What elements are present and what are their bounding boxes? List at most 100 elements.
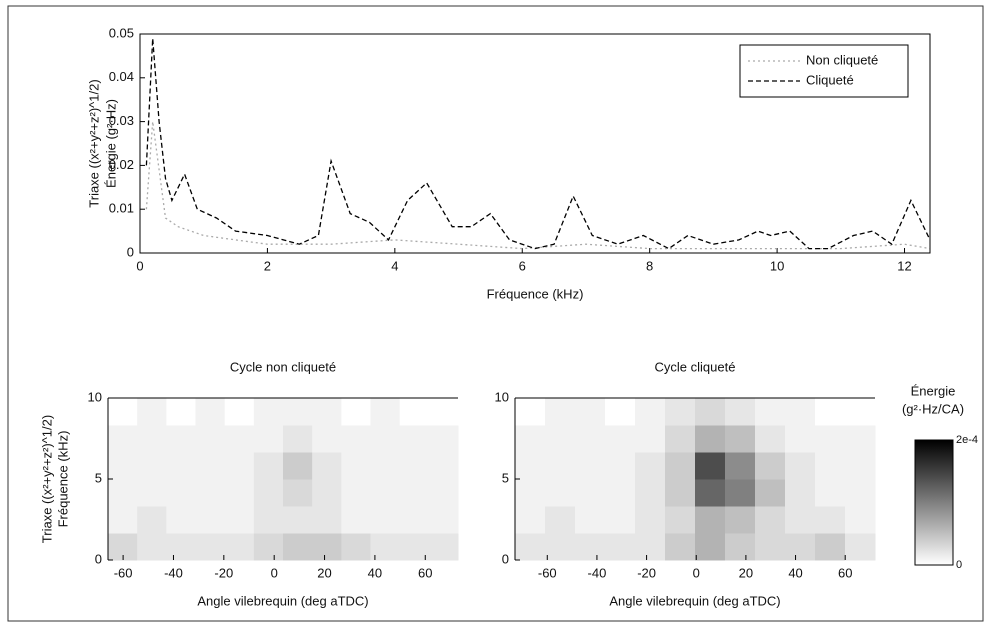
- heatmap-cell: [283, 479, 313, 507]
- heatmap-cell: [283, 398, 313, 426]
- heatmap-cell: [166, 506, 196, 534]
- x-tick-label: 20: [739, 565, 753, 580]
- heatmap-cell: [283, 533, 313, 561]
- heatmap-cell: [370, 398, 401, 426]
- heatmap-cell: [399, 533, 430, 561]
- y-axis-label: Triaxe ((x²+y²+z²)^1/2): [39, 415, 54, 543]
- heatmap-cell: [224, 398, 255, 426]
- x-tick-label: 12: [897, 258, 911, 273]
- chart-title: Cycle non cliqueté: [230, 359, 336, 374]
- heatmap-cell: [665, 533, 696, 561]
- heatmap-cell: [428, 398, 459, 426]
- heatmap-cell: [545, 425, 576, 453]
- heatmap-cell: [108, 398, 138, 426]
- colorbar-title: (g²·Hz/CA): [902, 401, 964, 416]
- heatmap-cell: [815, 479, 846, 507]
- heatmap-cell: [428, 479, 459, 507]
- x-tick-label: -40: [588, 565, 607, 580]
- heatmap-cell: [137, 452, 167, 480]
- heatmap-cell: [166, 425, 196, 453]
- heatmap-cell: [605, 452, 636, 480]
- heatmap-cell: [224, 533, 255, 561]
- heatmap-cell: [137, 398, 167, 426]
- heatmap-cell: [725, 533, 756, 561]
- heatmap-cell: [545, 533, 576, 561]
- heatmap-cell: [815, 398, 846, 426]
- heatmap-cell: [224, 425, 255, 453]
- chart-title: Cycle cliqueté: [655, 359, 736, 374]
- heatmap-cell: [665, 506, 696, 534]
- heatmap-cell: [785, 398, 816, 426]
- heatmap-cell: [815, 506, 846, 534]
- heatmap-cell: [605, 398, 636, 426]
- heatmap-cell: [253, 506, 284, 534]
- heatmap-cell: [845, 506, 876, 534]
- colorbar-tick-label: 2e-4: [956, 434, 978, 446]
- heatmap-cell: [755, 479, 786, 507]
- heatmap-cell: [665, 425, 696, 453]
- heatmap-cell: [253, 452, 284, 480]
- y-tick-label: 0.01: [109, 201, 134, 216]
- heatmap-cell: [635, 398, 666, 426]
- heatmap-cell: [195, 533, 226, 561]
- heatmap-cell: [575, 533, 606, 561]
- y-tick-label: 0: [502, 551, 509, 566]
- heatmap-cell: [341, 452, 371, 480]
- heatmap-cell: [695, 425, 726, 453]
- heatmap-cell: [108, 479, 138, 507]
- heatmap-cell: [370, 452, 401, 480]
- heatmap-cell: [341, 506, 371, 534]
- heatmap-cell: [283, 425, 313, 453]
- heatmap-cell: [695, 452, 726, 480]
- heatmap-cell: [635, 452, 666, 480]
- heatmap-cell: [695, 479, 726, 507]
- heatmap-cell: [695, 506, 726, 534]
- heatmap-cell: [283, 506, 313, 534]
- heatmap-cell: [545, 398, 576, 426]
- heatmap-cell: [370, 506, 401, 534]
- x-tick-label: 60: [418, 565, 432, 580]
- heatmap-cell: [399, 425, 430, 453]
- heatmap-cell: [545, 506, 576, 534]
- heatmap-cell: [845, 425, 876, 453]
- heatmap-cell: [312, 506, 342, 534]
- x-tick-label: 20: [317, 565, 331, 580]
- heatmap-cell: [575, 398, 606, 426]
- x-tick-label: 0: [271, 565, 278, 580]
- y-axis-label: Triaxe ((x²+y²+z²)^1/2): [86, 79, 101, 207]
- heatmap-cell: [195, 479, 226, 507]
- heatmap-cell: [665, 479, 696, 507]
- y-tick-label: 0: [95, 551, 102, 566]
- x-axis-label: Angle vilebrequin (deg aTDC): [197, 593, 368, 608]
- heatmap-cell: [515, 425, 546, 453]
- x-tick-label: 2: [264, 258, 271, 273]
- heatmap-cell: [370, 533, 401, 561]
- heatmap-cell: [137, 533, 167, 561]
- heatmap-cell: [605, 533, 636, 561]
- heatmap-cell: [312, 479, 342, 507]
- heatmap-cell: [515, 452, 546, 480]
- heatmap-cell: [575, 506, 606, 534]
- heatmap-cell: [635, 533, 666, 561]
- heatmap-cell: [815, 533, 846, 561]
- heatmap-cell: [253, 479, 284, 507]
- heatmap-cell: [545, 452, 576, 480]
- heatmap-cell: [312, 425, 342, 453]
- colorbar-title: Énergie: [911, 383, 956, 398]
- series-line: [145, 121, 931, 250]
- heatmap-cell: [312, 398, 342, 426]
- heatmap-cell: [137, 506, 167, 534]
- heatmap-cell: [224, 479, 255, 507]
- heatmap-cell: [845, 533, 876, 561]
- x-tick-label: -20: [637, 565, 656, 580]
- y-tick-label: 0.04: [109, 69, 134, 84]
- heatmap-cell: [515, 533, 546, 561]
- heatmap-cell: [137, 479, 167, 507]
- heatmap-cell: [785, 506, 816, 534]
- frame: [7, 5, 984, 622]
- heatmap-cell: [725, 425, 756, 453]
- heatmap-cell: [137, 425, 167, 453]
- heatmap-cell: [108, 506, 138, 534]
- heatmap-cell: [108, 452, 138, 480]
- x-tick-label: 0: [136, 258, 143, 273]
